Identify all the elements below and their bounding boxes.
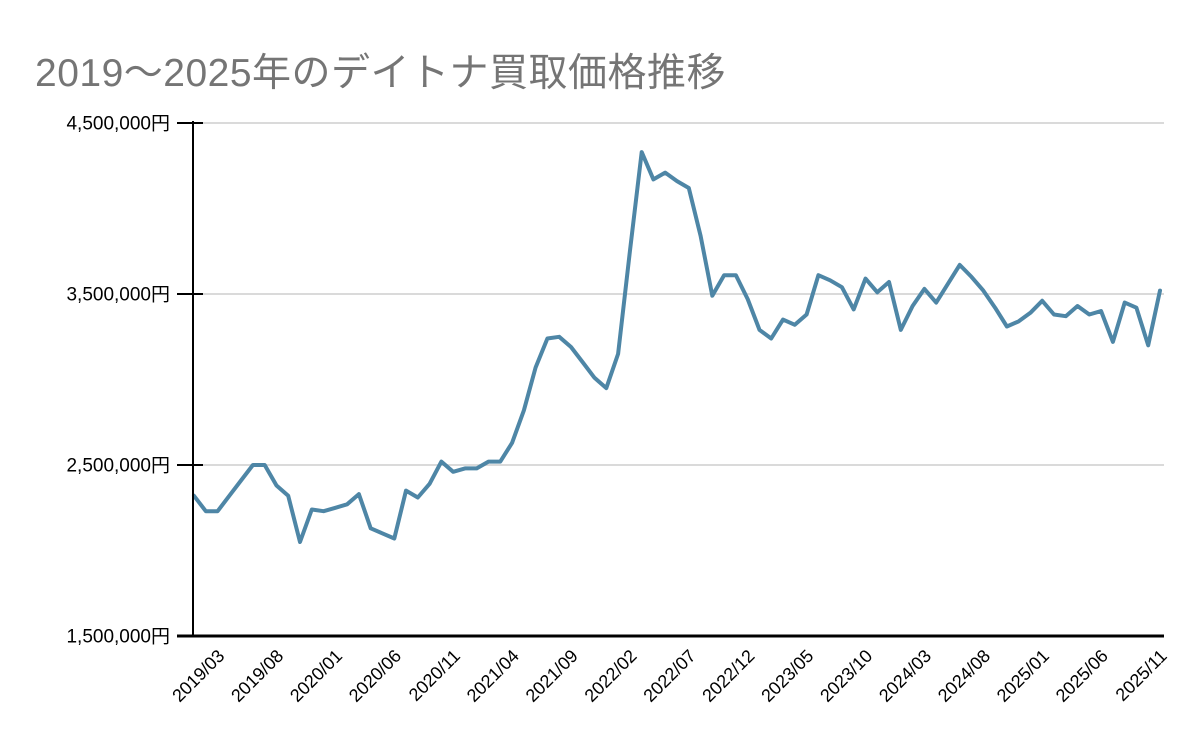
y-axis-label: 3,500,000円 [66, 285, 170, 306]
x-axis-label: 2019/03 [168, 646, 228, 706]
x-axis-label: 2024/03 [875, 646, 935, 706]
x-axis-label: 2024/08 [934, 646, 994, 706]
x-axis-label: 2020/01 [286, 646, 346, 706]
x-axis-label: 2021/09 [522, 646, 582, 706]
gridlines [193, 122, 1164, 466]
axes [177, 121, 1164, 638]
x-axis-label: 2023/05 [757, 646, 817, 706]
x-axis-label: 2020/06 [345, 646, 405, 706]
x-axis-label: 2022/07 [639, 646, 699, 706]
x-axis-label: 2020/11 [405, 646, 464, 705]
y-axis-label: 4,500,000円 [66, 114, 170, 135]
x-axis-label: 2023/10 [816, 646, 876, 706]
y-axis-label: 2,500,000円 [66, 456, 170, 477]
x-axis-label: 2022/02 [581, 646, 641, 706]
y-axis-label: 1,500,000円 [66, 627, 170, 648]
price-line [192, 150, 1162, 544]
y-axis-labels: 4,500,000円 3,500,000円 2,500,000円 1,500,000円 [66, 114, 170, 648]
x-axis-label: 2021/04 [463, 646, 523, 706]
x-axis-label: 2025/11 [1112, 646, 1171, 705]
chart-title: 2019〜2025年のデイトナ買取価格推移 [35, 52, 727, 95]
x-axis-label: 2019/08 [227, 646, 287, 706]
price-line-series [192, 150, 1162, 544]
x-axis-label: 2022/12 [698, 646, 758, 706]
x-axis-label: 2025/06 [1052, 646, 1112, 706]
x-axis-label: 2025/01 [993, 646, 1053, 706]
